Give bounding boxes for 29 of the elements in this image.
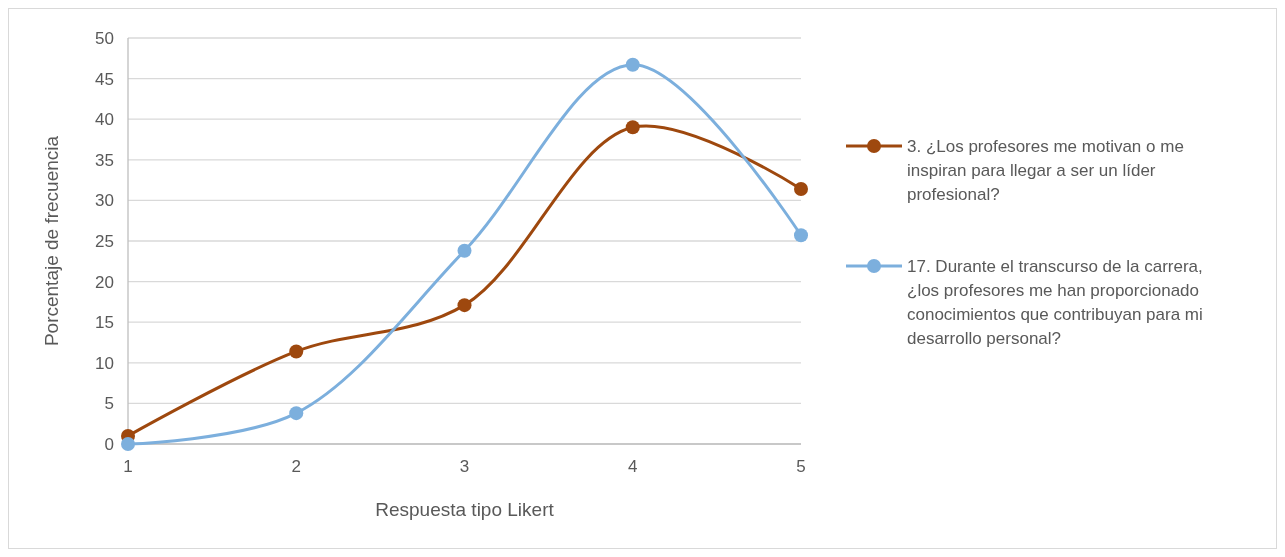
x-tick-label: 2 — [291, 457, 301, 476]
point — [625, 120, 640, 135]
x-tick-label: 5 — [796, 457, 806, 476]
x-tick-label: 4 — [628, 457, 638, 476]
x-axis-title: Respuesta tipo Likert — [375, 499, 555, 520]
point — [121, 437, 135, 451]
y-tick-label: 50 — [95, 28, 114, 48]
point — [794, 182, 808, 197]
x-tick-label: 3 — [459, 457, 470, 476]
y-tick-label: 5 — [104, 394, 114, 414]
legend-label: 3. ¿Los profesores me motivan o me inspiran para llegar a ser un líder profesional? — [907, 137, 1184, 204]
point — [457, 298, 472, 313]
point — [457, 243, 472, 258]
y-tick-label: 30 — [95, 191, 114, 211]
y-tick-label: 10 — [95, 353, 114, 373]
y-axis-title: Porcentaje de frecuencia — [41, 135, 62, 347]
y-tick-label: 40 — [95, 110, 114, 130]
y-tick-label: 20 — [95, 272, 114, 292]
point — [625, 57, 640, 72]
y-tick-label: 15 — [95, 313, 114, 333]
y-tick-label: 45 — [95, 69, 114, 89]
point — [289, 406, 304, 421]
y-tick-label: 35 — [95, 150, 114, 170]
point — [289, 344, 304, 359]
x-tick-label: 1 — [123, 457, 133, 476]
y-tick-label: 25 — [95, 231, 114, 251]
point — [794, 228, 808, 243]
y-tick-label: 0 — [104, 434, 114, 454]
legend-label: 17. Durante el transcurso de la carrera, ¿los profesores me han proporcionado conocimientos que contribuyan para mi desarrollo personal? — [907, 257, 1203, 348]
